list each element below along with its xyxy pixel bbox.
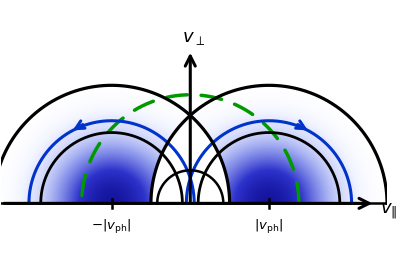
Text: $|v_{\rm ph}|$: $|v_{\rm ph}|$ (254, 218, 284, 236)
Text: $\boldsymbol{v_{\|}}$: $\boldsymbol{v_{\|}}$ (380, 202, 397, 221)
Text: $-|v_{\rm ph}|$: $-|v_{\rm ph}|$ (92, 218, 132, 236)
PathPatch shape (0, 7, 387, 203)
Text: $\boldsymbol{v_\perp}$: $\boldsymbol{v_\perp}$ (182, 29, 205, 47)
